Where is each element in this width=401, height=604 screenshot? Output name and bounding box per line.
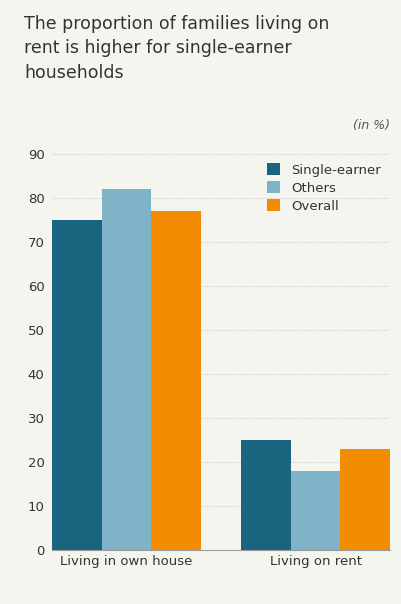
Text: (in %): (in %) [352, 119, 389, 132]
Legend: Single-earner, Others, Overall: Single-earner, Others, Overall [264, 161, 383, 216]
Text: The proportion of families living on
rent is higher for single-earner
households: The proportion of families living on ren… [24, 15, 329, 82]
Bar [340, 449, 389, 550]
Bar [52, 220, 101, 550]
Bar [241, 440, 290, 550]
Bar [151, 211, 200, 550]
Bar [290, 471, 340, 550]
Bar [101, 189, 151, 550]
